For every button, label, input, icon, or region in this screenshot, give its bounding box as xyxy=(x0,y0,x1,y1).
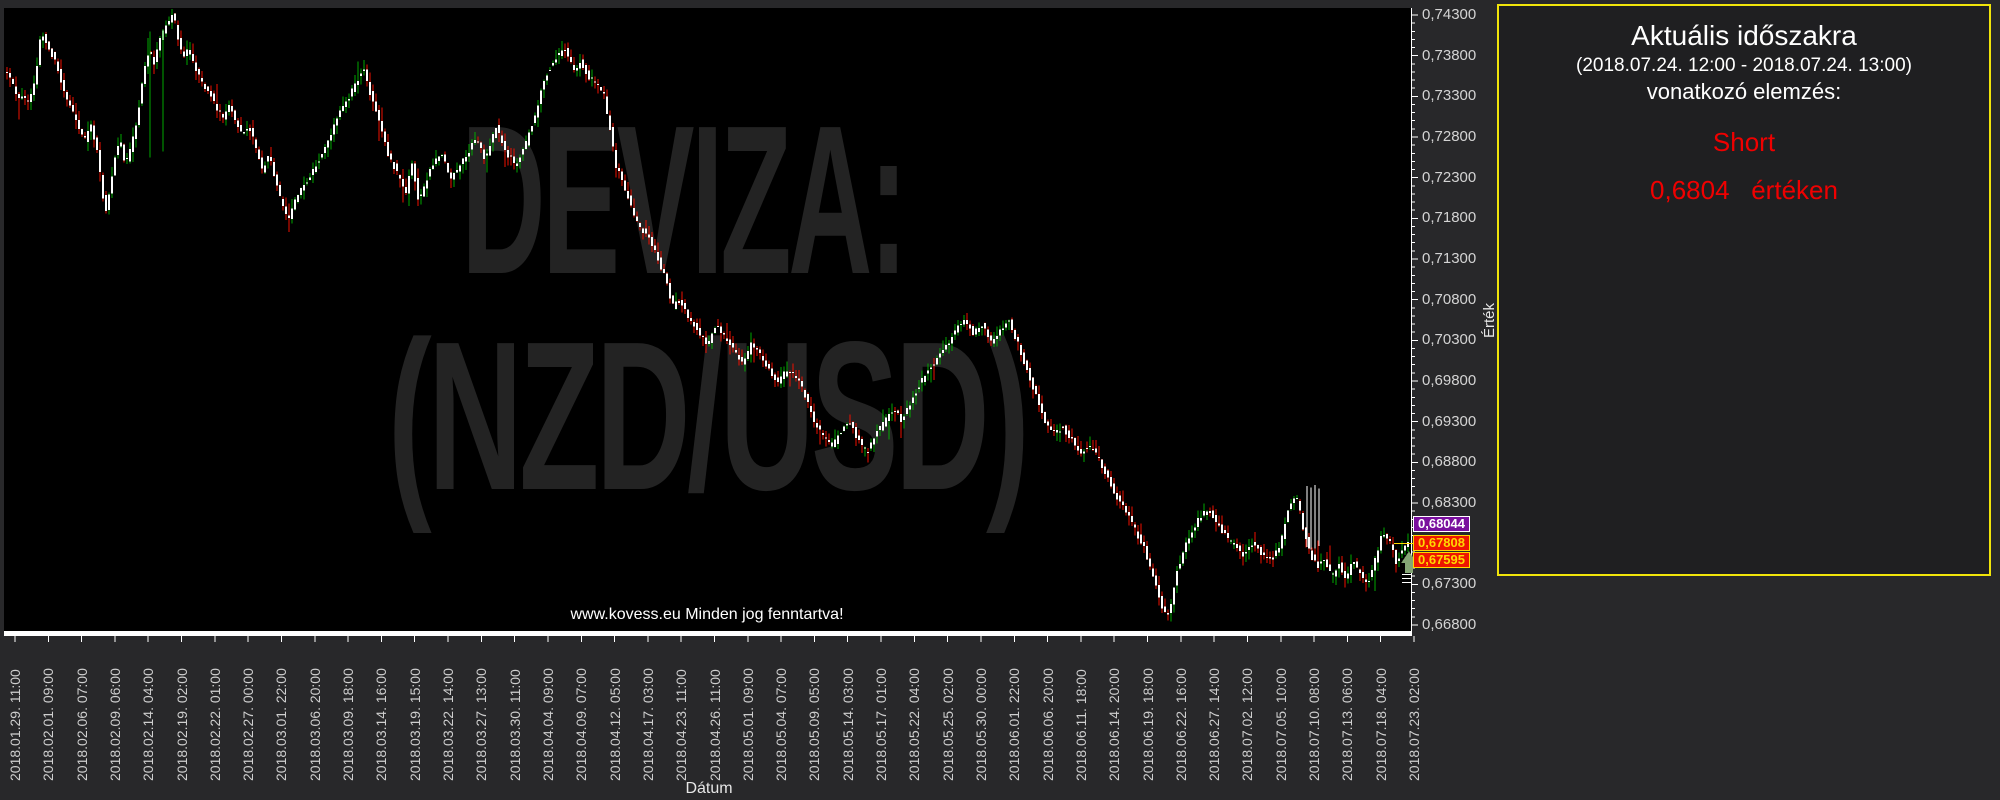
price-tag: 0,67595 xyxy=(1413,552,1470,568)
price-tag: 0,68044 xyxy=(1413,516,1470,532)
signal-price: 0,6804 értéken xyxy=(1650,175,1838,205)
analysis-panel: Aktuális időszakra (2018.07.24. 12:00 - … xyxy=(1497,4,1991,576)
down-candle-wicks xyxy=(6,13,1397,621)
panel-title: Aktuális időszakra xyxy=(1631,20,1857,51)
up-candle-wicks xyxy=(21,9,1409,622)
candle-bodies xyxy=(6,13,1409,615)
price-tag: 0,67808 xyxy=(1413,535,1470,551)
chart-plot-background xyxy=(4,8,1412,632)
panel-subtitle: vonatkozó elemzés: xyxy=(1646,79,1842,104)
x-axis-line xyxy=(4,631,1412,636)
signal-direction: Short xyxy=(1712,127,1776,157)
panel-period: (2018.07.24. 12:00 - 2018.07.24. 13:00) xyxy=(1576,55,1912,76)
x-axis-title: Dátum xyxy=(685,780,733,797)
watermark-deviza: DEVIZA: xyxy=(461,81,908,318)
copyright-watermark: www.kovess.eu Minden jog fenntartva! xyxy=(570,606,844,623)
y-axis-title: Érték xyxy=(1481,302,1498,338)
